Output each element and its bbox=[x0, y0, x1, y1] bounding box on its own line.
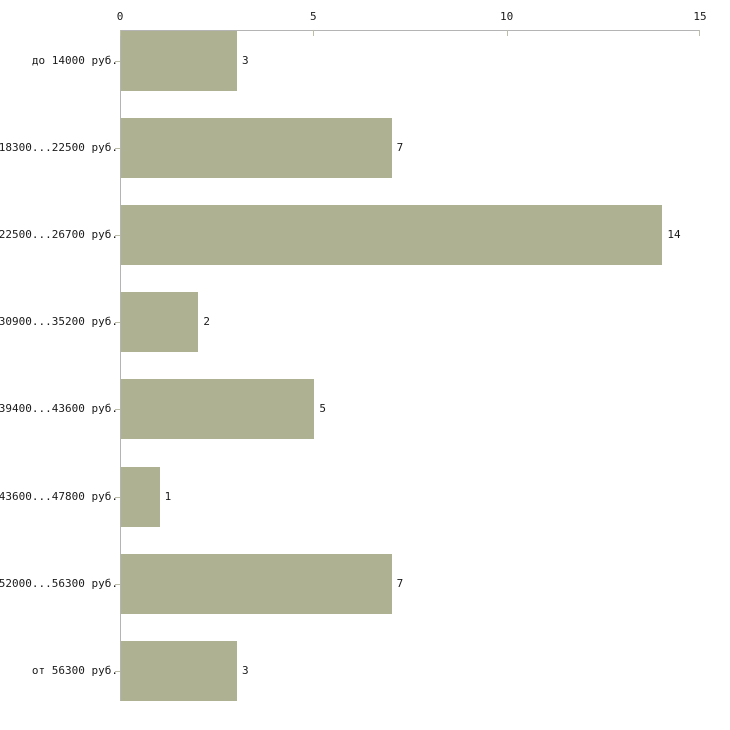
y-axis-category-label: 39400...43600 руб. bbox=[0, 402, 118, 416]
x-axis-tick bbox=[120, 30, 121, 36]
bar bbox=[121, 553, 392, 614]
y-axis-tick bbox=[115, 61, 120, 62]
bar-value-label: 14 bbox=[667, 228, 681, 242]
y-axis-tick bbox=[115, 497, 120, 498]
y-axis-tick bbox=[115, 584, 120, 585]
bar-value-label: 2 bbox=[203, 315, 210, 329]
bar bbox=[121, 292, 199, 353]
y-axis-category-label: 43600...47800 руб. bbox=[0, 489, 118, 503]
y-axis-category-label: 30900...35200 руб. bbox=[0, 315, 118, 329]
y-axis-line bbox=[120, 30, 121, 701]
bar-value-label: 7 bbox=[396, 141, 404, 155]
y-axis-category-label: от 56300 руб. bbox=[31, 663, 118, 677]
bar bbox=[121, 466, 160, 527]
bar bbox=[121, 205, 663, 266]
x-axis-tick bbox=[507, 30, 508, 36]
y-axis-tick bbox=[115, 148, 120, 149]
x-axis-tick-label: 0 bbox=[116, 10, 124, 23]
y-axis-category-label: до 14000 руб. bbox=[31, 54, 118, 67]
bar bbox=[121, 118, 392, 179]
bar bbox=[121, 640, 237, 701]
bar-value-label: 5 bbox=[319, 402, 326, 416]
x-axis-tick bbox=[313, 30, 314, 36]
y-axis-tick bbox=[115, 322, 120, 323]
x-axis-line bbox=[120, 30, 700, 31]
x-axis-tick-label: 15 bbox=[693, 10, 707, 23]
y-axis-tick bbox=[115, 235, 120, 236]
bar bbox=[121, 379, 315, 440]
x-axis-tick-label: 10 bbox=[500, 10, 514, 23]
y-axis-category-label: 18300...22500 руб. bbox=[0, 141, 118, 155]
bar-value-label: 1 bbox=[164, 489, 172, 503]
y-axis-category-label: 22500...26700 руб. bbox=[0, 228, 118, 242]
bar-value-label: 7 bbox=[396, 576, 404, 590]
bar-value-label: 3 bbox=[242, 663, 249, 677]
y-axis-tick bbox=[115, 409, 120, 410]
x-axis-tick bbox=[699, 30, 700, 36]
bar-value-label: 3 bbox=[242, 54, 249, 67]
bar bbox=[121, 31, 237, 91]
y-axis-category-label: 52000...56300 руб. bbox=[0, 576, 118, 590]
y-axis-tick bbox=[115, 671, 120, 672]
x-axis-tick-label: 5 bbox=[310, 10, 317, 23]
